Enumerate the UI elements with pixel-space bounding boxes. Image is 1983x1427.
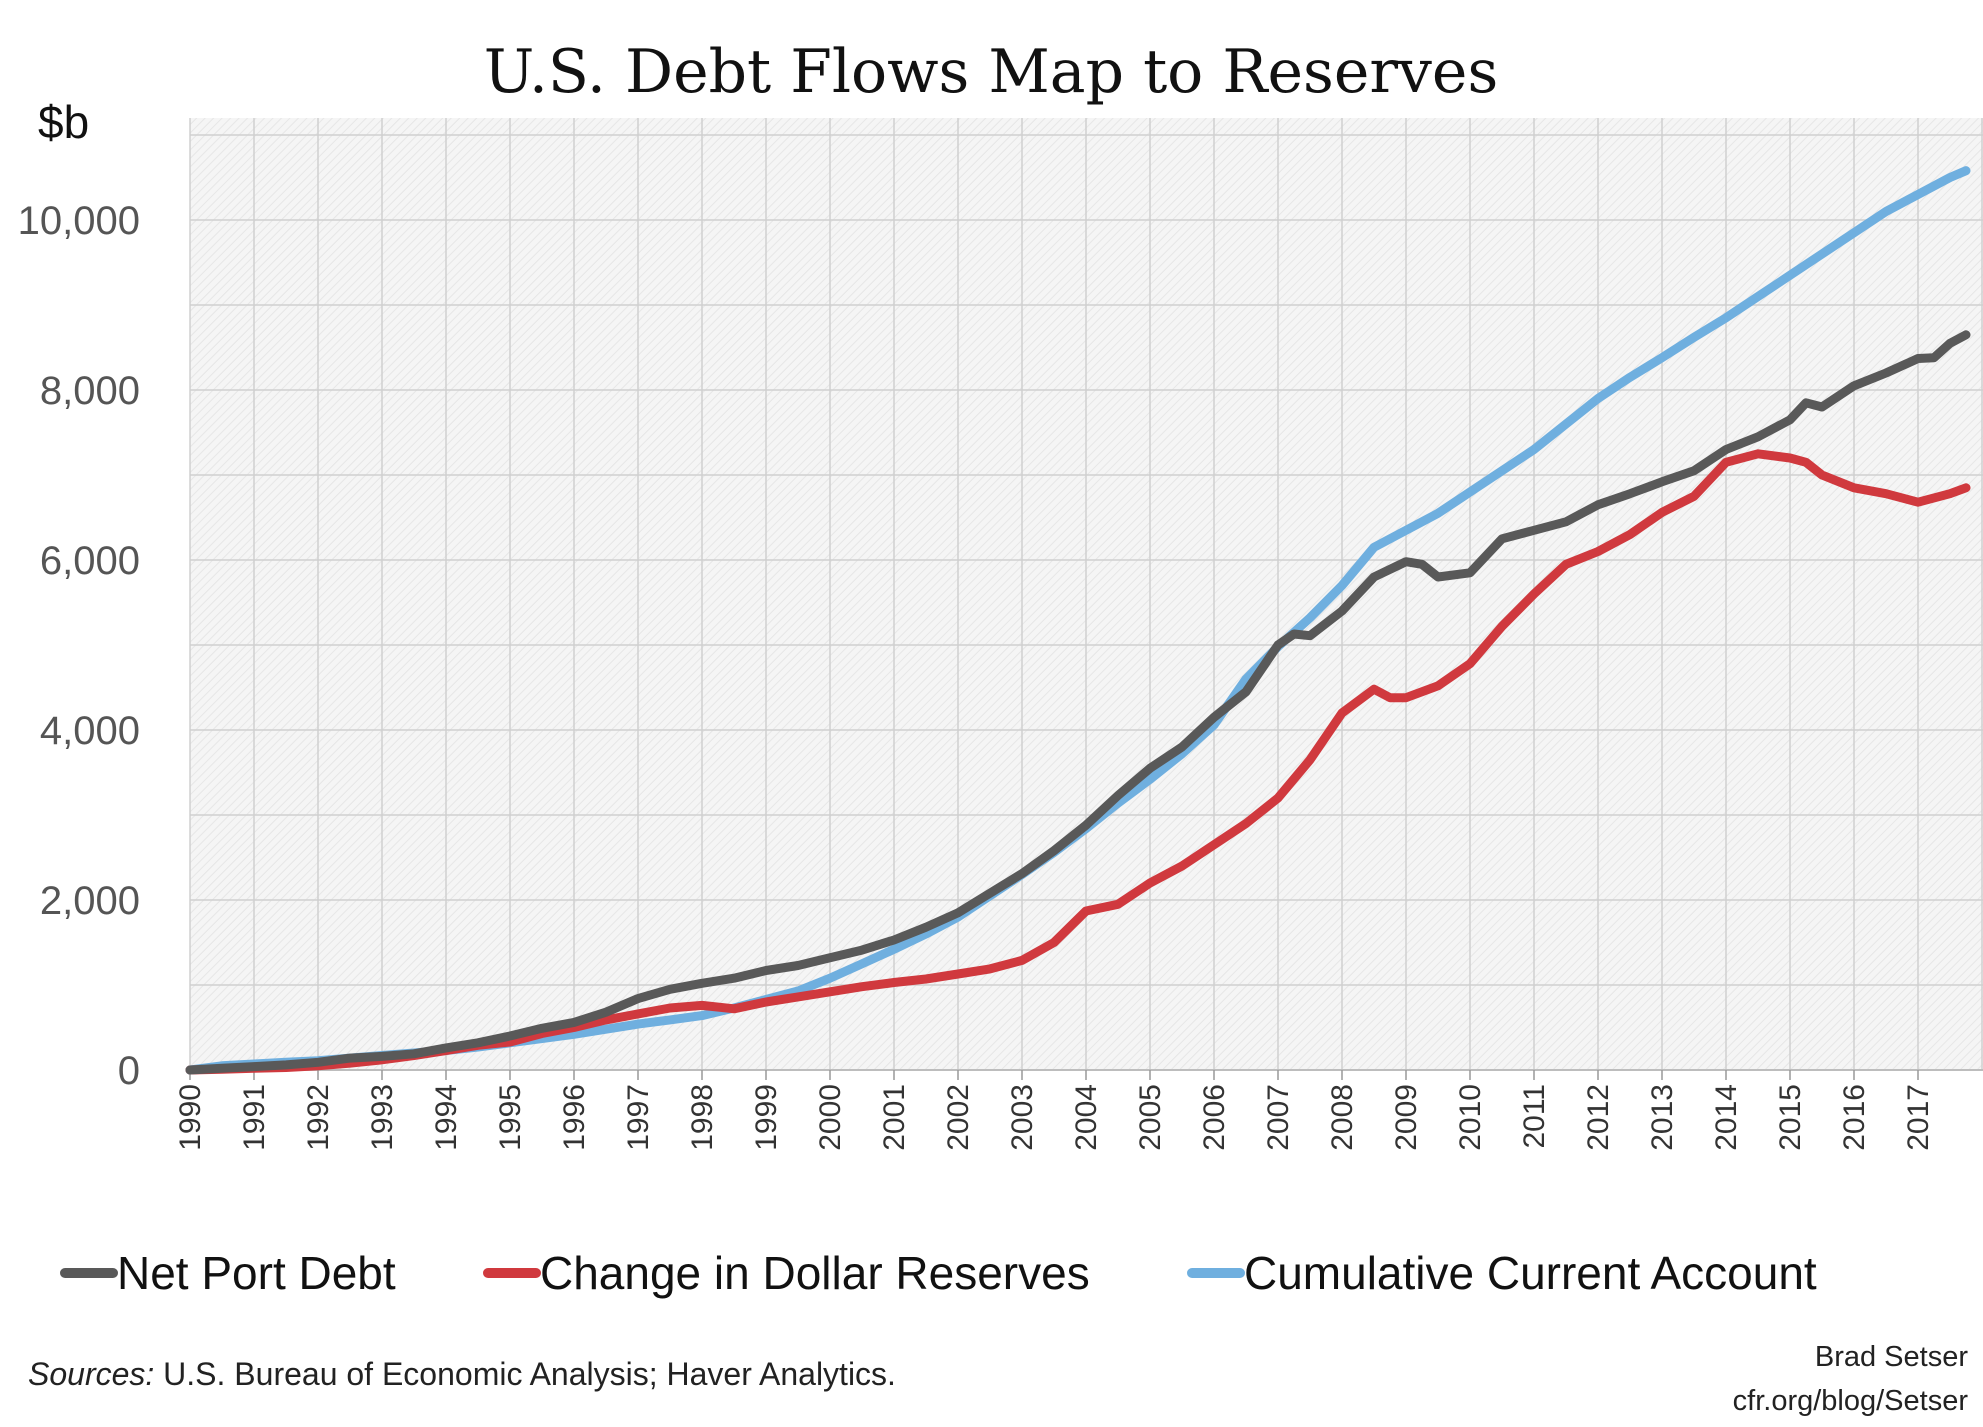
sources-label: Sources:: [28, 1356, 154, 1392]
x-tick-label: 2011: [1518, 1084, 1551, 1149]
chart-title: U.S. Debt Flows Map to Reserves: [484, 37, 1498, 107]
x-tick-label: 2016: [1838, 1084, 1871, 1151]
x-tick-label: 2006: [1198, 1084, 1231, 1151]
x-tick-label: 1994: [430, 1084, 463, 1151]
y-tick-label: 6,000: [40, 539, 140, 583]
y-tick-label: 8,000: [40, 369, 140, 413]
x-tick-label: 2015: [1774, 1084, 1807, 1151]
legend-label-2: Cumulative Current Account: [1244, 1247, 1817, 1299]
legend: Net Port Debt Change in Dollar Reserves Cu…: [60, 1247, 1817, 1299]
series-line-1: [185, 449, 1971, 1075]
x-axis-ticks: 1990 1991 1992 1993 1994 1995 1996 1997 1998 1999…: [174, 1070, 1935, 1151]
series-line-0: [185, 330, 1971, 1075]
y-tick-label: 4,000: [40, 709, 140, 753]
sources-note: Sources: U.S. Bureau of Economic Analysi…: [28, 1356, 896, 1392]
y-tick-label: 0: [118, 1049, 140, 1093]
x-tick-label: 1999: [750, 1084, 783, 1151]
x-tick-label: 2010: [1454, 1084, 1487, 1151]
x-tick-label: 1997: [622, 1084, 655, 1151]
x-tick-label: 2000: [814, 1084, 847, 1151]
x-tick-label: 1992: [302, 1084, 335, 1151]
x-tick-label: 2003: [1006, 1084, 1039, 1151]
legend-label-1: Change in Dollar Reserves: [540, 1247, 1090, 1299]
x-tick-label: 2014: [1710, 1084, 1743, 1151]
blog-url: cfr.org/blog/Setser: [1733, 1385, 1969, 1417]
x-tick-label: 1990: [174, 1084, 207, 1151]
legend-label-0: Net Port Debt: [117, 1247, 396, 1299]
x-tick-label: 2008: [1326, 1084, 1359, 1151]
x-tick-label: 2017: [1902, 1084, 1935, 1151]
author-credit: Brad Setser: [1815, 1341, 1968, 1373]
x-tick-label: 1995: [494, 1084, 527, 1151]
gridlines: [189, 118, 1983, 1071]
x-tick-label: 1996: [558, 1084, 591, 1151]
x-tick-label: 2001: [878, 1084, 911, 1151]
series-lines: [185, 166, 1971, 1075]
y-tick-label: 2,000: [40, 879, 140, 923]
sources-text: U.S. Bureau of Economic Analysis; Haver …: [154, 1356, 896, 1392]
y-axis-unit-label: $b: [38, 96, 89, 148]
x-tick-label: 2012: [1582, 1084, 1615, 1151]
x-tick-label: 2002: [942, 1084, 975, 1151]
y-axis-ticks: 0 2,000 4,000 6,000 8,000 10,000: [18, 199, 140, 1093]
x-tick-label: 2004: [1070, 1084, 1103, 1151]
x-tick-label: 2013: [1646, 1084, 1679, 1151]
x-tick-label: 1991: [238, 1084, 271, 1151]
x-tick-label: 1998: [686, 1084, 719, 1151]
y-tick-label: 10,000: [18, 199, 140, 243]
x-tick-label: 2005: [1134, 1084, 1167, 1151]
x-tick-label: 1993: [366, 1084, 399, 1151]
x-tick-label: 2009: [1390, 1084, 1423, 1151]
x-tick-label: 2007: [1262, 1084, 1295, 1151]
